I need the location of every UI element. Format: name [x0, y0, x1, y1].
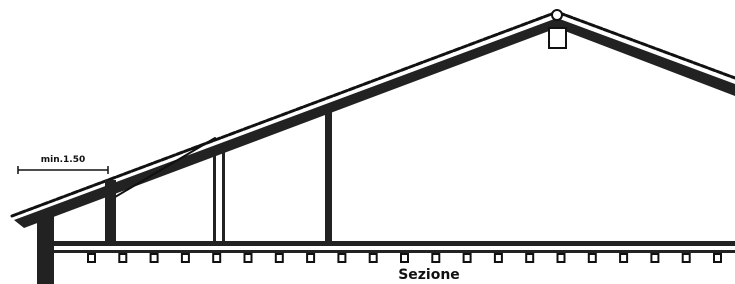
roof: [12, 10, 735, 228]
structure: [37, 112, 735, 284]
joist: [276, 254, 283, 262]
dimension: [18, 166, 108, 174]
post: [325, 112, 332, 242]
post: [213, 150, 216, 242]
joist: [714, 254, 721, 262]
page: min.1.50 Sezione (() => { const data = J…: [0, 0, 735, 284]
joist: [432, 254, 439, 262]
joist: [307, 254, 314, 262]
joist: [651, 254, 658, 262]
joist: [495, 254, 502, 262]
joist: [182, 254, 189, 262]
joist: [338, 254, 345, 262]
joist: [683, 254, 690, 262]
section-caption: Sezione: [398, 267, 460, 283]
floor-slab: [54, 241, 735, 246]
roof-slab-left: [14, 18, 557, 228]
ridge-cap: [552, 10, 562, 20]
post: [222, 150, 225, 242]
joist: [589, 254, 596, 262]
dimension-label: min.1.50: [41, 155, 86, 165]
joist: [464, 254, 471, 262]
joist: [370, 254, 377, 262]
joist: [620, 254, 627, 262]
joist: [151, 254, 158, 262]
ridge-vent: [549, 28, 566, 48]
joist: [119, 254, 126, 262]
joist: [558, 254, 565, 262]
joist: [213, 254, 220, 262]
joist: [401, 254, 408, 262]
knee-wall-post: [105, 180, 116, 242]
outer-wall: [37, 214, 54, 284]
joist: [88, 254, 95, 262]
joist: [245, 254, 252, 262]
roof-slab-right: [557, 18, 735, 96]
lower-rafter: [110, 138, 215, 200]
floor-joists: [88, 254, 721, 262]
joist: [526, 254, 533, 262]
section-drawing: min.1.50 Sezione: [0, 0, 735, 284]
floor-slab-lower: [54, 250, 735, 253]
